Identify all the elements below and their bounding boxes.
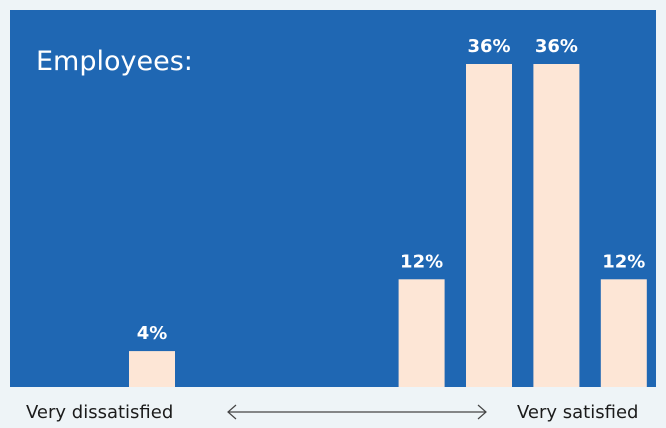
bar-value-label-1: 4% [137,323,168,344]
bar-value-label-6: 36% [467,36,510,57]
bar-value-label-8: 12% [602,251,645,272]
bar-value-label-7: 36% [535,36,578,57]
bar-7 [533,64,580,387]
scale-right-label: Very satisfied [517,402,639,423]
bar-value-label-5: 12% [400,251,443,272]
bar-5 [398,279,445,387]
double-arrow-icon [227,404,487,420]
bar-8 [600,279,647,387]
chart-title: Employees: [36,46,193,77]
bar-1 [129,351,175,387]
scale-left-label: Very dissatisfied [26,402,174,423]
bar-6 [466,64,512,387]
